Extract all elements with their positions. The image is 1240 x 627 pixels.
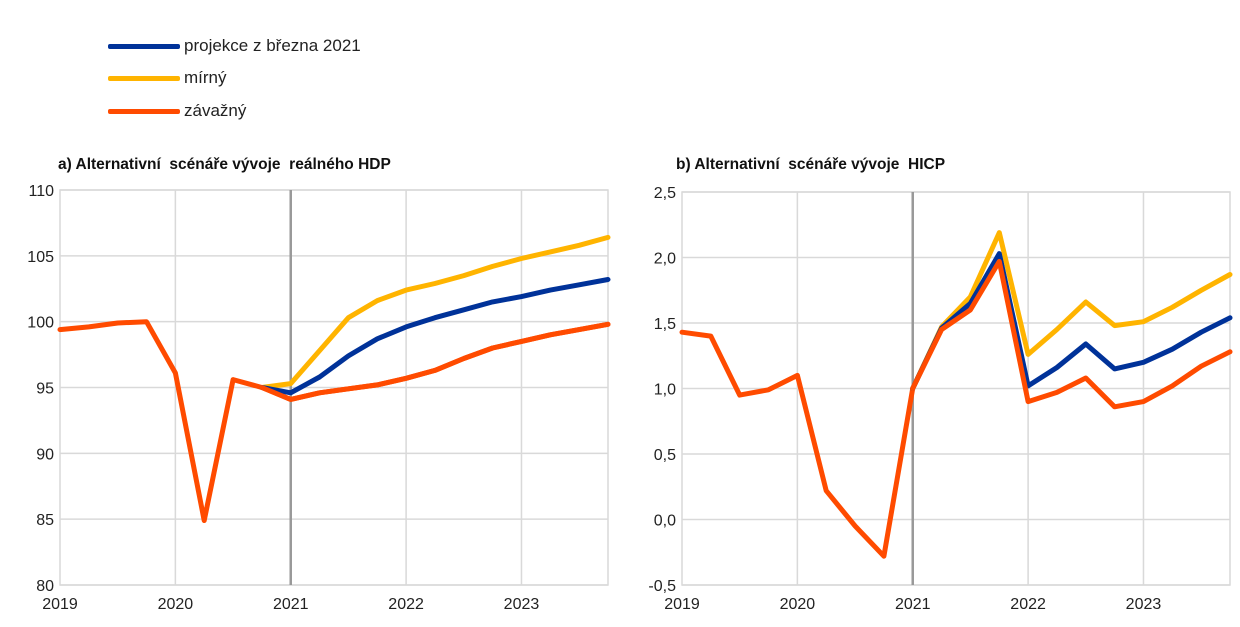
x-tick-label: 2021: [273, 596, 309, 613]
legend-swatch: [108, 108, 180, 114]
series-line-závažný: [57, 319, 611, 523]
legend-item-baseline: projekce z března 2021: [108, 34, 361, 58]
y-tick-label: 90: [36, 446, 54, 463]
legend-label: projekce z března 2021: [184, 36, 361, 55]
x-tick-label: 2022: [388, 596, 424, 613]
chart-b-title: b) Alternativní scénáře vývoje HICP: [676, 156, 946, 173]
series-line-závažný: [679, 329, 916, 559]
x-tick-label: 2019: [664, 596, 700, 613]
x-tick-label: 2023: [504, 596, 540, 613]
x-tick-label: 2022: [1010, 596, 1046, 613]
y-tick-label: 0,0: [654, 513, 676, 530]
series-line-mírný: [259, 234, 611, 390]
y-tick-label: 0,5: [654, 447, 676, 464]
plot-frame: [681, 191, 1231, 586]
legend-swatch: [108, 75, 180, 81]
series-line-mírný: [910, 230, 1233, 391]
chart-a-title: a) Alternativní scénáře vývoje reálného …: [58, 156, 391, 173]
y-tick-label: 110: [28, 183, 54, 200]
x-tick-label: 2021: [895, 596, 931, 613]
legend-label: mírný: [184, 68, 227, 87]
series-line-závažný: [910, 258, 1233, 410]
y-tick-label: 95: [36, 381, 54, 398]
legend-label: závažný: [184, 101, 247, 120]
y-tick-label: -0,5: [648, 578, 676, 595]
y-tick-label: 1,5: [654, 316, 676, 333]
legend-swatch: [108, 43, 180, 49]
plot-frame: [59, 189, 609, 586]
x-tick-label: 2019: [42, 596, 78, 613]
series-line-projekce-z-března-2021: [910, 251, 1233, 391]
y-tick-label: 100: [27, 315, 54, 332]
y-tick-label: 80: [36, 578, 54, 595]
legend-item-mild: mírný: [108, 66, 227, 90]
x-tick-label: 2020: [158, 596, 194, 613]
y-tick-label: 105: [27, 249, 54, 266]
series-line-závažný: [259, 321, 611, 402]
series-line-projekce-z-března-2021: [259, 277, 611, 396]
x-tick-label: 2023: [1126, 596, 1162, 613]
legend-item-severe: závažný: [108, 99, 246, 123]
y-tick-label: 1,0: [654, 382, 676, 399]
y-tick-label: 2,5: [654, 185, 676, 202]
x-tick-label: 2020: [780, 596, 816, 613]
y-tick-label: 2,0: [654, 251, 676, 268]
y-tick-label: 85: [36, 512, 54, 529]
